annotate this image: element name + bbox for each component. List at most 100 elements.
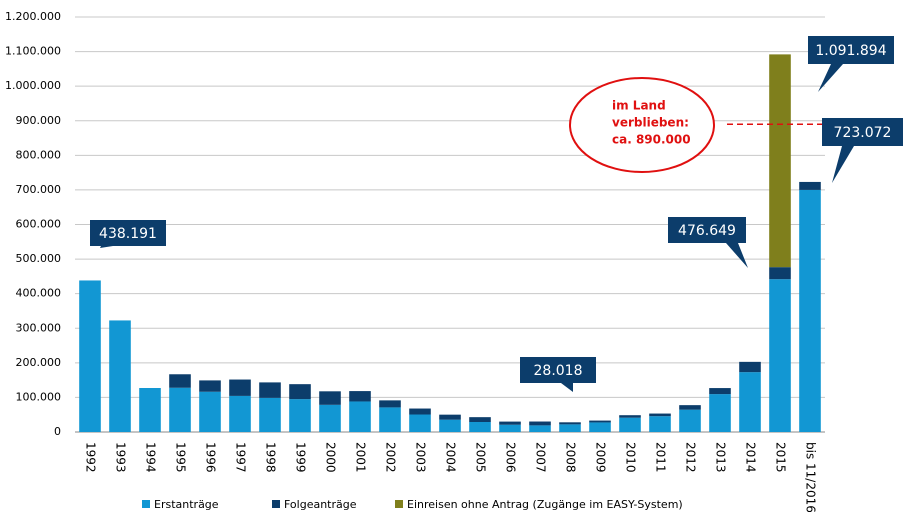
bar-segment — [259, 382, 281, 398]
bar-segment — [169, 374, 191, 388]
y-tick-label: 600.000 — [16, 218, 62, 231]
x-tick-label: 2014 — [744, 442, 758, 473]
y-tick-label: 400.000 — [16, 287, 62, 300]
bar-segment — [679, 405, 701, 410]
x-tick-label: 2012 — [684, 442, 698, 473]
x-tick-label: 2001 — [354, 442, 368, 473]
x-tick-label: 2009 — [594, 442, 608, 473]
bar-segment — [199, 391, 221, 432]
y-tick-label: 800.000 — [16, 148, 62, 161]
callout-box — [808, 36, 894, 92]
bar-segment — [529, 425, 551, 432]
bar-segment — [229, 379, 251, 396]
bar-segment — [439, 414, 461, 420]
annotation-text: verblieben: — [612, 116, 689, 130]
bar-segment — [739, 361, 761, 373]
x-tick-label: 2007 — [534, 442, 548, 473]
x-tick-label: 1997 — [234, 442, 248, 473]
bar-segment — [619, 417, 641, 432]
x-tick-label: 2015 — [774, 442, 788, 473]
x-tick-label: 2004 — [444, 442, 458, 473]
callout-box — [90, 220, 166, 248]
y-tick-label: 900.000 — [16, 114, 62, 127]
bar-segment — [439, 419, 461, 432]
bar-segment — [769, 54, 791, 268]
bar-segment — [349, 401, 371, 432]
x-tick-label: 2008 — [564, 442, 578, 473]
bar-segment — [109, 320, 131, 432]
bar-segment — [649, 416, 671, 432]
bar-segment — [769, 267, 791, 280]
x-tick-label: 1992 — [84, 442, 98, 473]
bar-segment — [199, 380, 221, 392]
annotation-text: ca. 890.000 — [612, 133, 691, 147]
bar-segment — [739, 372, 761, 432]
bar-segment — [289, 399, 311, 432]
y-tick-label: 300.000 — [16, 321, 62, 334]
bar-segment — [499, 424, 521, 432]
x-tick-label: 2006 — [504, 442, 518, 473]
bar-segment — [799, 189, 821, 432]
bar-segment — [289, 384, 311, 400]
bar-segment — [379, 400, 401, 408]
callout-label: 28.018 — [534, 363, 583, 379]
bar-segment — [499, 421, 521, 425]
callout-label: 476.649 — [678, 223, 736, 239]
bar-segment — [319, 404, 341, 432]
bar-segment — [529, 421, 551, 426]
bar-segment — [169, 387, 191, 432]
bar-segment — [319, 391, 341, 405]
bar-segment — [409, 408, 431, 415]
bar-segment — [469, 422, 491, 432]
legend-label: Einreisen ohne Antrag (Zugänge im EASY-S… — [407, 498, 683, 511]
x-tick-label: 1998 — [264, 442, 278, 473]
y-tick-label: 500.000 — [16, 252, 62, 265]
y-tick-label: 200.000 — [16, 356, 62, 369]
bar-segment — [139, 388, 161, 432]
legend-swatch — [142, 500, 150, 508]
x-tick-label: 2005 — [474, 442, 488, 473]
bar-segment — [469, 417, 491, 423]
legend-swatch — [395, 500, 403, 508]
bar-segment — [649, 413, 671, 417]
bar-segment — [799, 181, 821, 190]
bar-segment — [679, 409, 701, 432]
x-tick-label: 2013 — [714, 442, 728, 473]
legend-swatch — [272, 500, 280, 508]
y-tick-label: 700.000 — [16, 183, 62, 196]
bar-segment — [379, 407, 401, 432]
y-tick-label: 1.000.000 — [5, 79, 61, 92]
bar-segment — [589, 422, 611, 432]
x-tick-label: 2002 — [384, 442, 398, 473]
callout-box — [520, 357, 596, 392]
x-tick-label: 2010 — [624, 442, 638, 473]
bar-segment — [349, 391, 371, 402]
y-tick-label: 1.100.000 — [5, 45, 61, 58]
x-tick-label: 1996 — [204, 442, 218, 473]
x-tick-label: bis 11/2016 — [804, 442, 818, 512]
y-tick-label: 100.000 — [16, 390, 62, 403]
x-tick-label: 1999 — [294, 442, 308, 473]
bar-segment — [769, 279, 791, 432]
bar-segment — [409, 414, 431, 432]
bar-segment — [589, 420, 611, 423]
bar-segment — [619, 415, 641, 418]
annotation-text: im Land — [612, 99, 666, 113]
callout-label: 438.191 — [99, 226, 157, 242]
callout-box — [822, 118, 903, 183]
x-tick-label: 1994 — [144, 442, 158, 473]
y-tick-label: 0 — [54, 425, 61, 438]
x-tick-label: 1993 — [114, 442, 128, 473]
callout-box — [668, 217, 748, 268]
callout-label: 723.072 — [834, 125, 892, 141]
y-tick-label: 1.200.000 — [5, 10, 61, 23]
bar-segment — [709, 388, 731, 395]
x-tick-label: 2000 — [324, 442, 338, 473]
x-tick-label: 2003 — [414, 442, 428, 473]
bar-segment — [559, 422, 581, 425]
bar-segment — [559, 424, 581, 432]
x-tick-label: 2011 — [654, 442, 668, 473]
bar-segment — [229, 395, 251, 432]
bar-segment — [259, 397, 281, 432]
